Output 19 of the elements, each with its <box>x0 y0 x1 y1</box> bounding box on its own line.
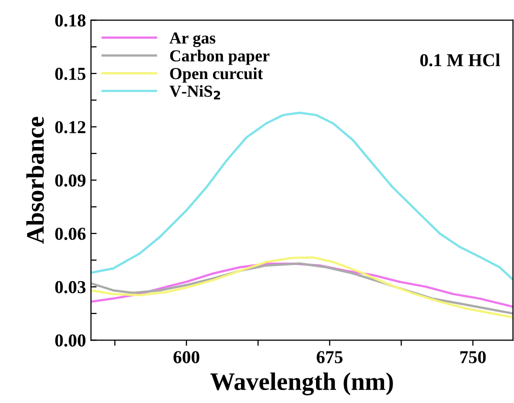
y-axis-title: Absorbance <box>26 116 44 244</box>
legend-label: Ar gas <box>169 32 216 48</box>
annotation: 0.1 M HCl <box>420 54 500 66</box>
legend-label: V-NiS$_{2}$ <box>170 85 220 100</box>
y-tick-label: 0.15 <box>55 68 86 80</box>
y-tick-label: 0.00 <box>55 334 86 347</box>
y-tick-label: 0.06 <box>55 228 86 240</box>
x-tick-label: 675 <box>316 351 343 364</box>
line-series <box>90 256 513 318</box>
y-tick-label: 0.12 <box>55 121 86 134</box>
legend-label: Carbon paper <box>170 50 270 65</box>
line-series <box>90 112 513 281</box>
x-tick-label: 600 <box>174 351 200 364</box>
y-tick-label: 0.09 <box>55 174 86 187</box>
x-tick-label: 750 <box>460 351 486 364</box>
x-axis-title: Wavelength (nm) <box>210 372 393 396</box>
legend-label: Open curcuit <box>170 67 263 83</box>
y-tick-label: 0.18 <box>55 14 86 27</box>
y-tick-label: 0.03 <box>55 281 86 294</box>
